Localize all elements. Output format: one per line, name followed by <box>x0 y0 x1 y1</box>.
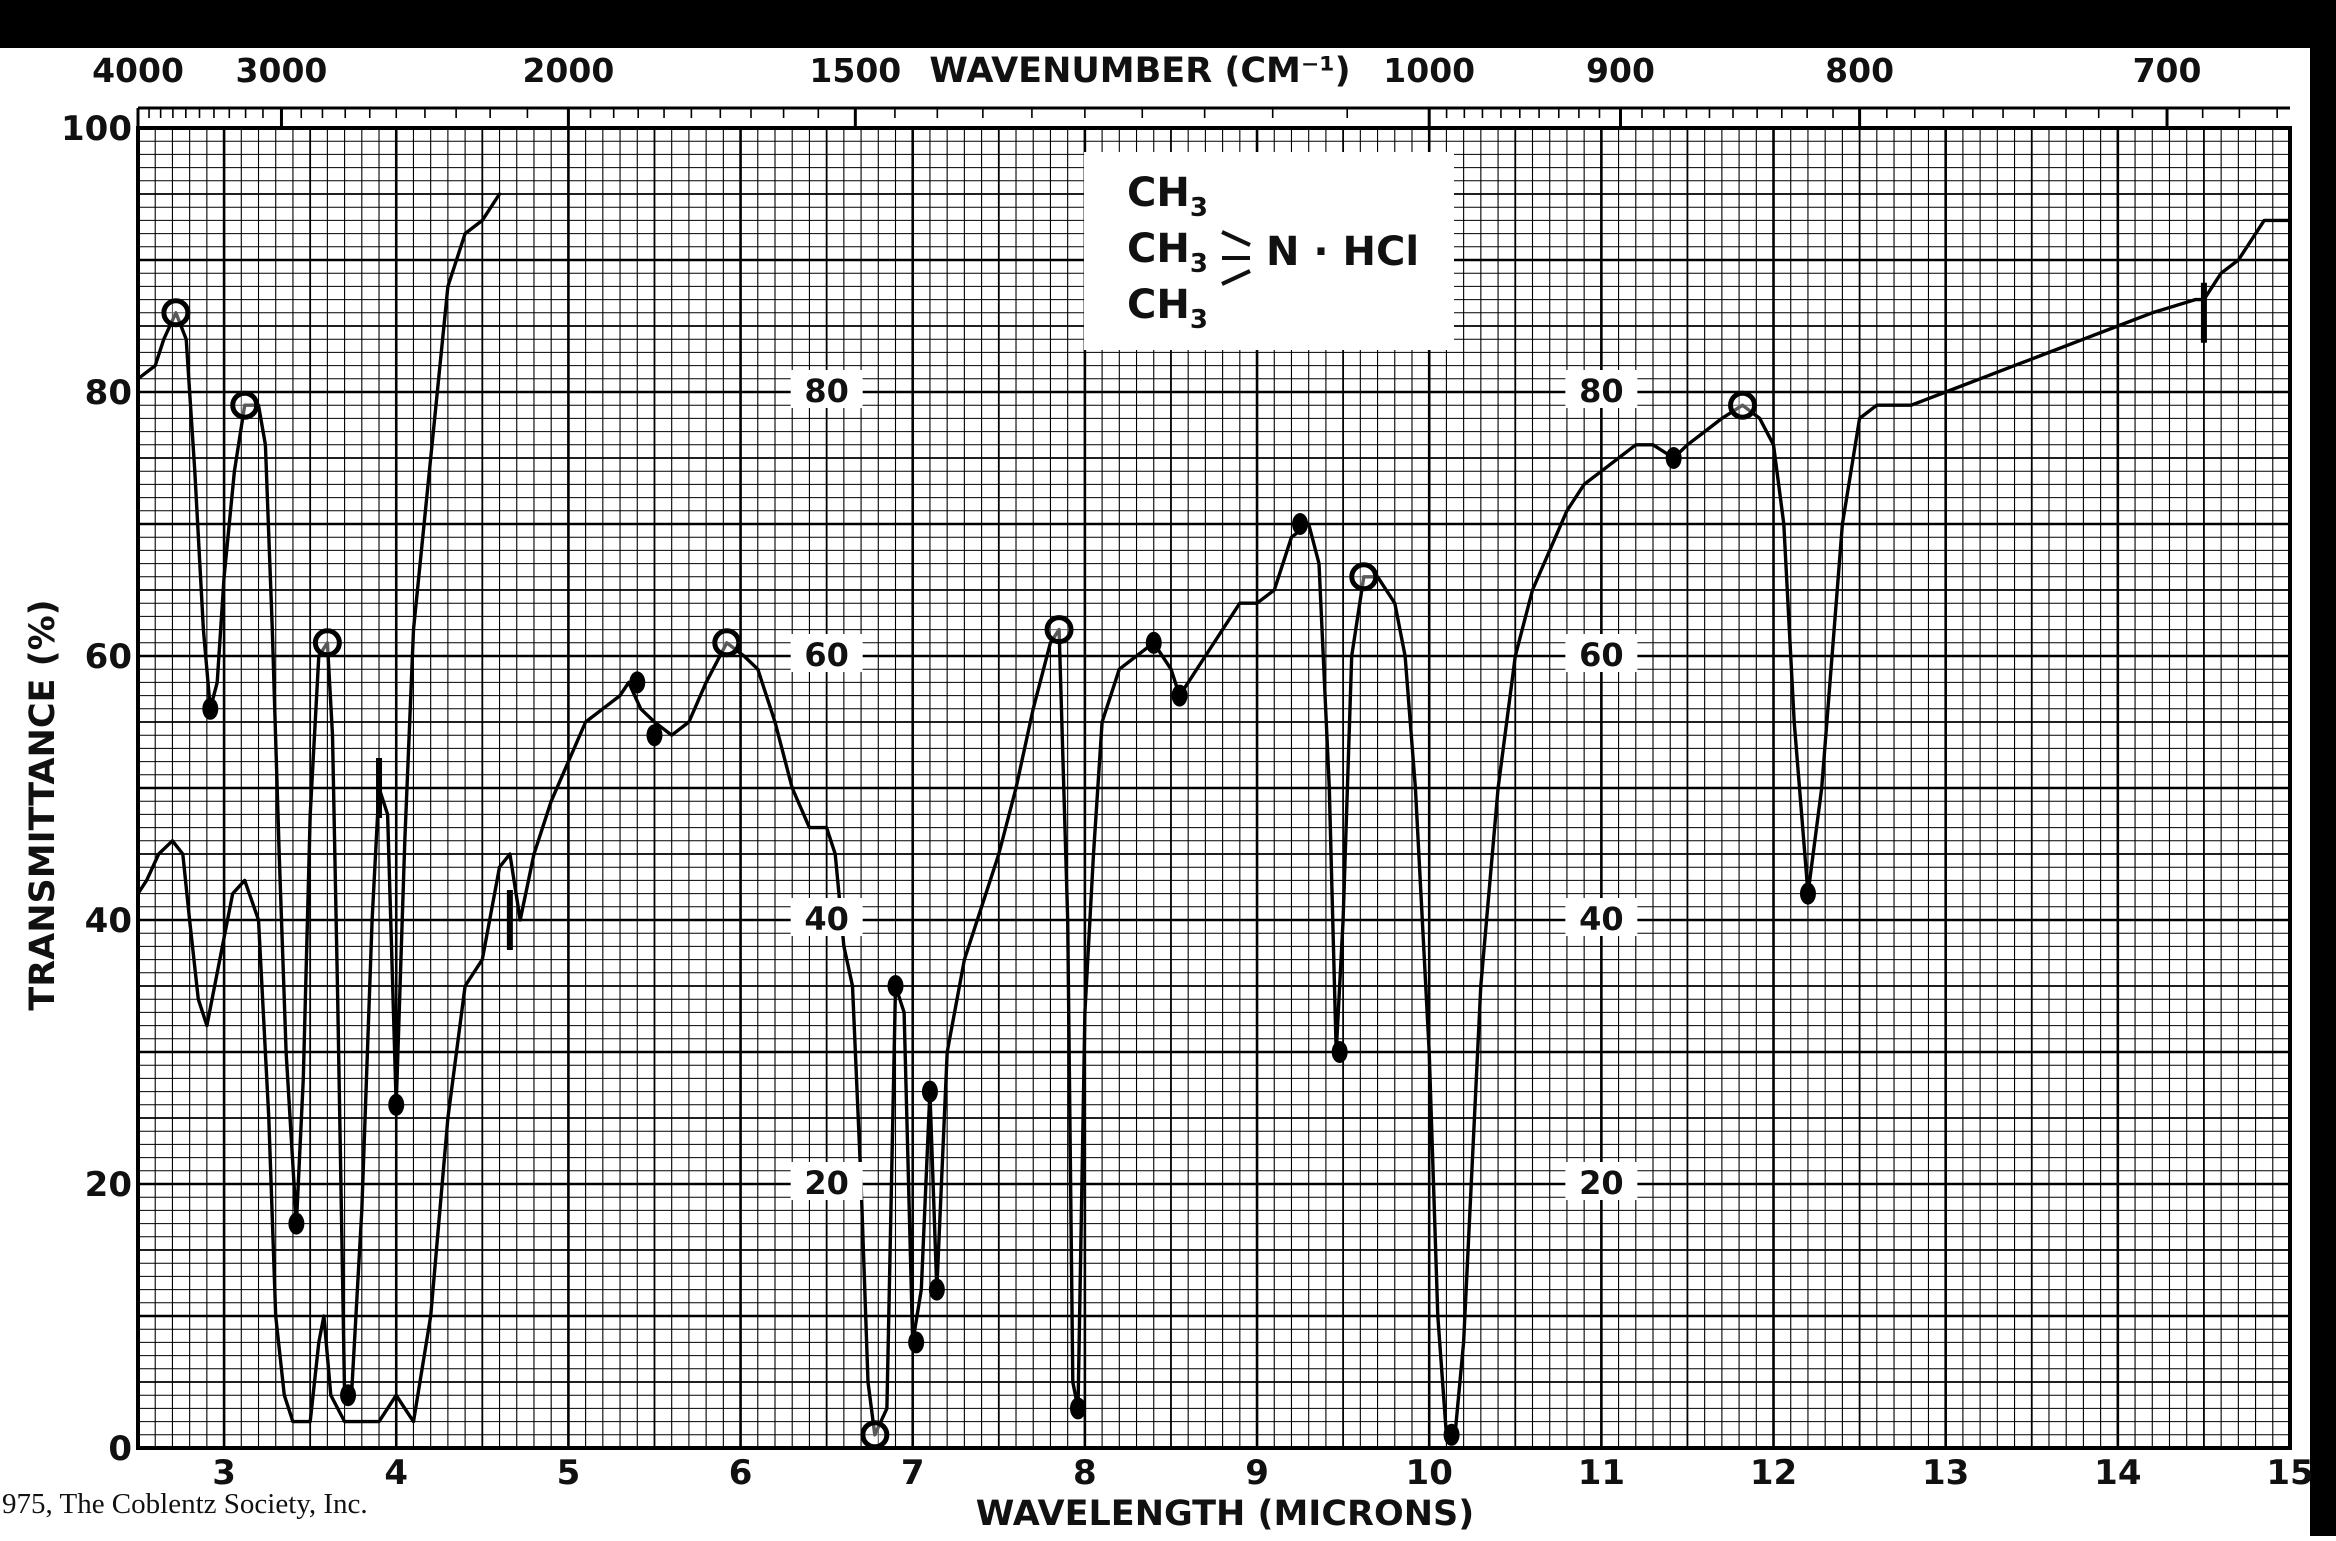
filled-peak-marker <box>1145 631 1162 654</box>
circled-peak-marker <box>230 390 260 420</box>
filled-peak-marker <box>908 1331 925 1354</box>
x-axis-title: WAVELENGTH (MICRONS) <box>976 1494 1474 1534</box>
wavelength-tick-label: 11 <box>1578 1453 1625 1493</box>
filled-peak-marker <box>288 1212 305 1235</box>
filled-peak-marker <box>1665 447 1682 469</box>
structure-ch3-bottom: CH3 <box>1127 282 1208 335</box>
filled-peak-marker <box>921 1080 938 1103</box>
wavenumber-tick-label: 1500 <box>809 51 901 90</box>
wavenumber-tick-label: 2000 <box>522 51 614 90</box>
structure-ch3-top: CH3 <box>1127 170 1208 223</box>
circled-peak-marker <box>312 628 342 658</box>
inner-grid-label: 60 <box>804 636 849 674</box>
inner-grid-label-bg <box>790 898 863 936</box>
inner-grid-label-bg <box>790 1162 863 1200</box>
y-axis-title: TRANSMITTANCE (%) <box>23 599 63 1010</box>
wavelength-tick-label: 5 <box>557 1453 581 1493</box>
inner-grid-label: 60 <box>1579 636 1624 674</box>
structure-label-box: CH3 CH3 CH3 N · HCl <box>1084 152 1454 350</box>
inner-grid-label: 20 <box>1579 1164 1624 1202</box>
wavenumber-tick-label: 1000 <box>1383 51 1475 90</box>
filled-peak-marker <box>1171 684 1188 707</box>
inner-grid-label: 40 <box>1579 900 1624 938</box>
wavenumber-tick-label: 900 <box>1586 51 1655 90</box>
inner-grid-label: 40 <box>804 900 849 938</box>
filled-peak-marker <box>388 1093 405 1116</box>
inner-grid-label-bg <box>1565 370 1638 408</box>
inner-grid-label: 80 <box>804 372 849 410</box>
inner-grid-label-bg <box>790 370 863 408</box>
transmittance-tick-label: 80 <box>85 373 132 413</box>
inner-grid-label: 80 <box>1579 372 1624 410</box>
wavenumber-ticks <box>136 106 2290 126</box>
wavenumber-tick-label: 4000 <box>92 51 184 90</box>
filled-peak-marker <box>1443 1423 1460 1446</box>
transmittance-tick-label: 20 <box>85 1165 132 1205</box>
circled-peak-marker <box>860 1420 890 1450</box>
wavenumber-tick-label: 3000 <box>236 51 328 90</box>
transmittance-tick-label: 60 <box>85 637 132 677</box>
filled-peak-marker <box>1069 1397 1086 1420</box>
circled-peak-marker <box>1349 562 1379 592</box>
wavelength-tick-label: 9 <box>1245 1453 1269 1493</box>
inner-grid-label-bg <box>1565 634 1638 672</box>
filled-peak-marker <box>202 697 219 720</box>
right-black-band <box>2310 0 2336 1536</box>
wavenumber-tick-label: 700 <box>2133 51 2202 90</box>
filled-peak-marker <box>1292 513 1309 535</box>
wavelength-tick-label: 15 <box>2266 1453 2313 1493</box>
filled-peak-marker <box>887 975 904 997</box>
inner-grid-label-bg <box>1565 1162 1638 1200</box>
filled-peak-marker <box>928 1278 945 1301</box>
wavelength-tick-label: 8 <box>1073 1453 1097 1493</box>
filled-peak-marker <box>340 1384 357 1407</box>
top-black-band <box>0 0 2336 48</box>
structure-ch3-middle: CH3 <box>1127 226 1208 279</box>
inner-grid-label-bg <box>1565 898 1638 936</box>
transmittance-tick-label: 40 <box>85 901 132 941</box>
transmittance-tick-label: 0 <box>108 1429 132 1469</box>
wavelength-tick-label: 13 <box>1922 1453 1969 1493</box>
spectrum-trace-1 <box>136 192 502 1397</box>
wavelength-tick-label: 12 <box>1750 1453 1797 1493</box>
structure-n-hcl: N · HCl <box>1266 229 1419 275</box>
filled-peak-marker <box>629 671 646 694</box>
copyright-credit: 975, The Coblentz Society, Inc. <box>2 1488 368 1520</box>
structure-bond-lines <box>1221 230 1251 286</box>
wavelength-tick-label: 7 <box>901 1453 925 1493</box>
filled-peak-marker <box>646 724 663 747</box>
series-layer <box>136 192 2292 1437</box>
wavelength-tick-label: 10 <box>1406 1453 1453 1493</box>
filled-peak-marker <box>1799 882 1816 905</box>
circled-peak-marker <box>712 628 742 658</box>
wavelength-tick-label: 14 <box>2094 1453 2141 1493</box>
wavenumber-tick-label: 800 <box>1825 51 1894 90</box>
circled-peak-marker <box>1728 390 1758 420</box>
inner-grid-label-bg <box>790 634 863 672</box>
top-axis-title: WAVENUMBER (CM⁻¹) <box>929 51 1350 91</box>
filled-peak-marker <box>1331 1041 1348 1063</box>
spectrum-trace-2 <box>136 218 2292 1437</box>
wavelength-tick-label: 4 <box>384 1453 408 1493</box>
inner-grid-label: 20 <box>804 1164 849 1202</box>
transmittance-tick-label: 100 <box>61 109 132 149</box>
circled-peak-marker <box>161 298 191 328</box>
marker-layer <box>161 282 2207 1450</box>
circled-peak-marker <box>1044 615 1074 645</box>
wavelength-tick-label: 6 <box>729 1453 753 1493</box>
wavelength-tick-label: 3 <box>212 1453 236 1493</box>
